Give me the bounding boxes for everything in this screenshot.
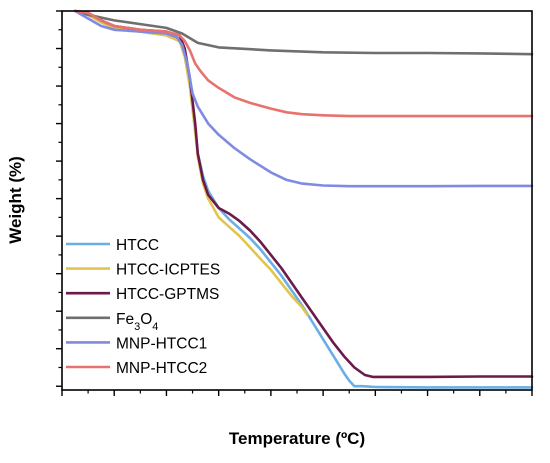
legend-label-3: Fe3O4 bbox=[116, 311, 158, 333]
plot-frame bbox=[61, 10, 533, 391]
legend-label-2: HTCC-GPTMS bbox=[116, 286, 219, 303]
legend-label-4: MNP-HTCC1 bbox=[116, 335, 207, 352]
legend-label-1: HTCC-ICPTES bbox=[116, 262, 220, 279]
legend-label-5: MNP-HTCC2 bbox=[116, 360, 207, 377]
series-line-4 bbox=[73, 9, 534, 188]
y-axis-title: Weight (%) bbox=[6, 156, 25, 244]
series-line-5 bbox=[73, 9, 534, 118]
x-axis-title: Temperature (ºC) bbox=[229, 429, 365, 448]
legend-label-0: HTCC bbox=[116, 237, 159, 254]
series-line-3 bbox=[73, 9, 534, 56]
series-line-0 bbox=[73, 9, 534, 389]
